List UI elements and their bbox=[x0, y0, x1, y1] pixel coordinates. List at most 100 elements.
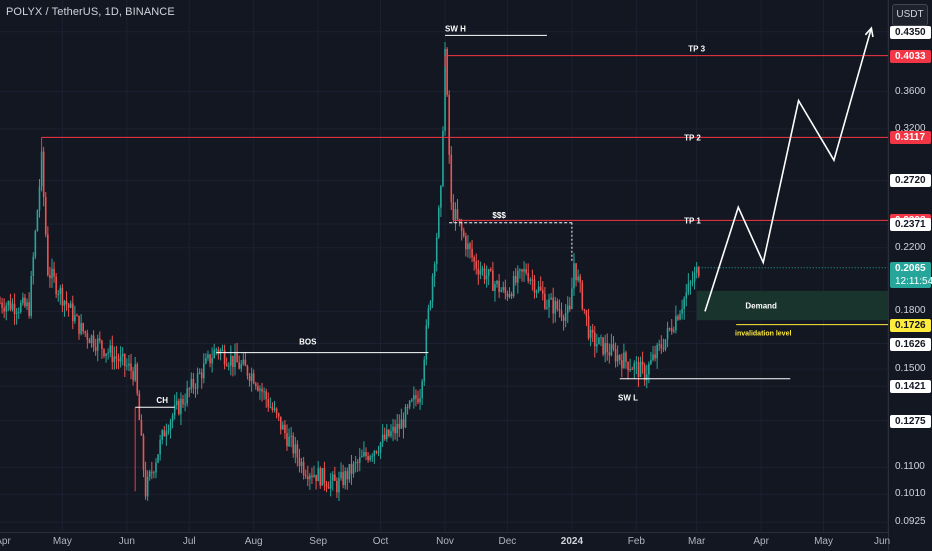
candle-body bbox=[373, 451, 376, 457]
candle-body bbox=[691, 281, 694, 283]
candle-body bbox=[309, 475, 311, 480]
candle-body bbox=[151, 471, 153, 473]
candle-body bbox=[658, 344, 661, 346]
candle-body bbox=[175, 400, 178, 405]
candle-body bbox=[398, 423, 401, 429]
candle-body bbox=[679, 313, 681, 320]
candle-body bbox=[148, 471, 151, 477]
label-sw-high: SW H bbox=[445, 24, 466, 33]
candle-body bbox=[227, 365, 230, 367]
candle-body bbox=[433, 264, 436, 277]
candle-body bbox=[633, 363, 636, 370]
time-tick-label: Apr bbox=[753, 536, 769, 547]
price-tag-red: 0.4033 bbox=[890, 49, 931, 63]
candle-body bbox=[304, 475, 307, 477]
candle-body bbox=[635, 362, 638, 364]
candle-body bbox=[358, 457, 361, 463]
candle-body bbox=[539, 286, 542, 291]
candle-body bbox=[529, 279, 532, 282]
candle-body bbox=[5, 305, 8, 312]
candle-body bbox=[527, 272, 530, 282]
candle-body bbox=[687, 283, 690, 293]
candle-body bbox=[215, 349, 218, 351]
candle-body bbox=[388, 429, 390, 436]
candle-body bbox=[406, 407, 409, 409]
candle-body bbox=[186, 388, 188, 404]
candle-body bbox=[259, 388, 261, 391]
candle-body bbox=[153, 472, 155, 474]
candle-body bbox=[9, 301, 12, 310]
candle-body bbox=[606, 343, 609, 353]
label-bos: BOS bbox=[299, 338, 317, 347]
candle-body bbox=[252, 373, 255, 384]
candle-body bbox=[329, 480, 332, 489]
candle-body bbox=[277, 413, 280, 417]
candle-body bbox=[288, 436, 290, 447]
candle-body bbox=[107, 352, 109, 354]
candle-body bbox=[471, 248, 473, 258]
candle-body bbox=[379, 442, 382, 453]
candle-body bbox=[257, 386, 259, 391]
candle-body bbox=[92, 335, 95, 348]
candle-body bbox=[375, 451, 378, 453]
candle-body bbox=[292, 435, 295, 454]
candle-body bbox=[660, 344, 663, 349]
candle-body bbox=[57, 294, 60, 296]
candle-body bbox=[377, 452, 380, 454]
candle-body bbox=[664, 339, 667, 350]
candle-body bbox=[53, 268, 55, 277]
candle-body bbox=[13, 303, 16, 314]
candle-body bbox=[90, 335, 93, 344]
candle-body bbox=[400, 419, 403, 429]
projection-path bbox=[704, 27, 873, 312]
candle-body bbox=[180, 398, 182, 415]
candle-body bbox=[537, 286, 540, 292]
candle-body bbox=[677, 316, 679, 320]
candle-body bbox=[282, 424, 284, 430]
currency-button[interactable]: USDT bbox=[892, 4, 928, 26]
price-tick-label: 0.1500 bbox=[895, 363, 926, 375]
candle-body bbox=[219, 350, 222, 354]
candle-body bbox=[648, 364, 650, 375]
candle-body bbox=[392, 426, 394, 432]
candle-body bbox=[101, 340, 103, 350]
candle-body bbox=[44, 196, 47, 235]
candle-body bbox=[236, 352, 238, 363]
candle-body bbox=[269, 406, 272, 408]
candle-body bbox=[560, 310, 563, 318]
candle-body bbox=[438, 207, 440, 238]
candle-body bbox=[489, 269, 492, 271]
symbol-title: POLYX / TetherUS, 1D, BINANCE bbox=[6, 6, 175, 18]
candle-body bbox=[306, 476, 309, 480]
candle-body bbox=[552, 297, 554, 314]
candle-body bbox=[477, 268, 480, 275]
price-axis[interactable]: USDT 0.4350 0.3600 0.3200 0.2720 0.2371 0.220… bbox=[888, 0, 932, 550]
time-axis[interactable]: Apr May Jun Jul Aug Sep Oct Nov Dec 2024 Feb Mar Apr… bbox=[0, 532, 890, 551]
price-tag-white: 0.1421 bbox=[890, 380, 931, 394]
candle-body bbox=[65, 300, 68, 305]
time-tick-label: Oct bbox=[372, 536, 389, 547]
candle-body bbox=[556, 300, 559, 309]
price-chart[interactable]: SW H TP 3 TP 2 TP 1 $$$ BOS CH SW L invalidation… bbox=[0, 0, 889, 532]
label-tp2: TP 2 bbox=[684, 133, 701, 142]
candle-body bbox=[42, 151, 45, 197]
candle-body bbox=[76, 315, 78, 317]
candle-body bbox=[517, 270, 519, 283]
projection-arrowhead bbox=[864, 26, 874, 38]
label-invalidation: invalidation level bbox=[735, 331, 791, 338]
candle-body bbox=[178, 400, 180, 415]
candle-body bbox=[535, 291, 538, 293]
candle-body bbox=[666, 328, 669, 340]
candle-body bbox=[188, 388, 191, 390]
time-tick-label: Jul bbox=[182, 536, 196, 547]
candle-body bbox=[263, 391, 265, 393]
candle-body bbox=[240, 364, 243, 369]
candle-body bbox=[155, 462, 157, 473]
candle-body bbox=[577, 276, 579, 281]
chart-canvas[interactable]: SW H TP 3 TP 2 TP 1 $$$ BOS CH SW L invalidation… bbox=[0, 0, 889, 532]
candle-body bbox=[533, 279, 536, 293]
candle-body bbox=[234, 352, 236, 367]
time-tick-label: Sep bbox=[309, 536, 328, 547]
candle-body bbox=[246, 366, 249, 376]
time-tick-label: Feb bbox=[627, 536, 645, 547]
